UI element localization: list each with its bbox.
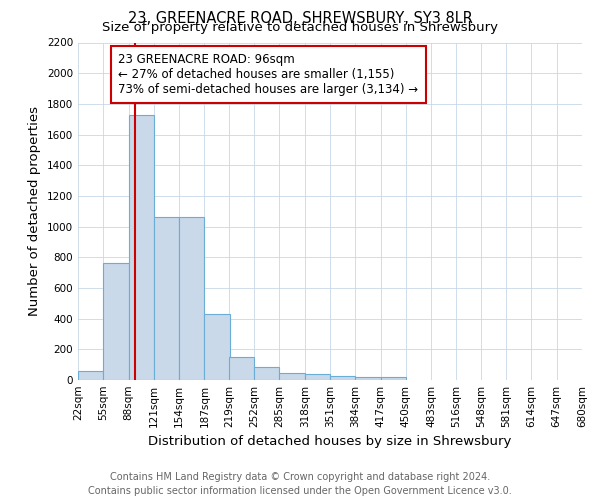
Bar — [330, 376, 355, 380]
Bar — [305, 374, 330, 380]
Bar — [380, 377, 406, 380]
Bar — [128, 114, 154, 380]
Bar — [205, 314, 230, 380]
Text: Size of property relative to detached houses in Shrewsbury: Size of property relative to detached ho… — [102, 22, 498, 35]
Bar — [355, 377, 380, 380]
Bar — [254, 367, 280, 380]
Y-axis label: Number of detached properties: Number of detached properties — [28, 106, 41, 316]
Bar — [280, 373, 305, 380]
Bar — [229, 357, 254, 380]
Text: 23, GREENACRE ROAD, SHREWSBURY, SY3 8LR: 23, GREENACRE ROAD, SHREWSBURY, SY3 8LR — [128, 11, 472, 26]
Bar — [179, 218, 205, 380]
X-axis label: Distribution of detached houses by size in Shrewsbury: Distribution of detached houses by size … — [148, 436, 512, 448]
Text: Contains HM Land Registry data © Crown copyright and database right 2024.
Contai: Contains HM Land Registry data © Crown c… — [88, 472, 512, 496]
Text: 23 GREENACRE ROAD: 96sqm
← 27% of detached houses are smaller (1,155)
73% of sem: 23 GREENACRE ROAD: 96sqm ← 27% of detach… — [118, 52, 418, 96]
Bar — [154, 218, 179, 380]
Bar — [103, 264, 128, 380]
Bar — [78, 371, 103, 380]
